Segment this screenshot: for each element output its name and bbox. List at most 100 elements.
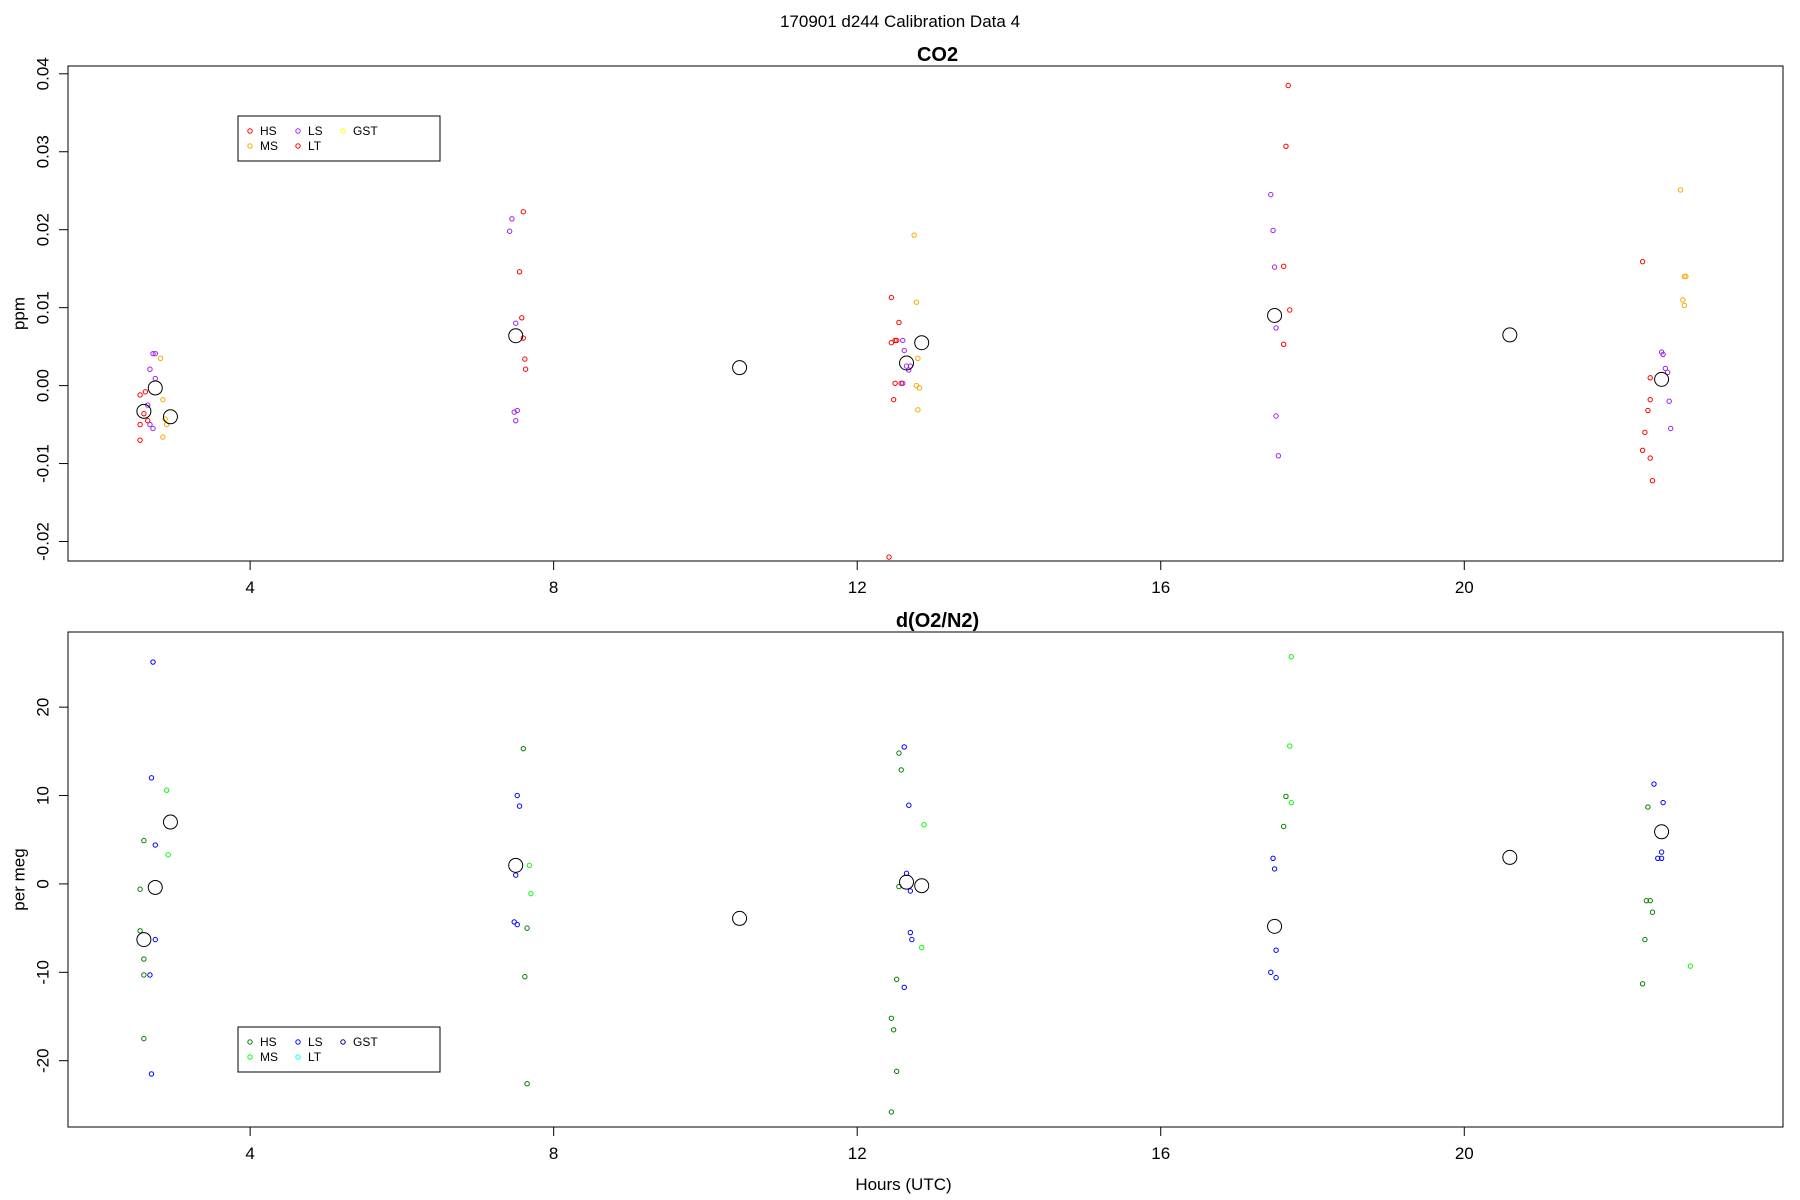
o2n2-data-point <box>1655 855 1661 861</box>
o2n2-data-point <box>147 972 153 978</box>
o2n2-data-point <box>141 837 147 844</box>
co2-data-point <box>893 337 900 344</box>
co2-data-point <box>1647 396 1653 403</box>
co2-data-point <box>160 434 166 440</box>
o2n2-data-point <box>1687 963 1694 969</box>
co2-legend-label: GST <box>353 124 378 138</box>
o2n2-data-point <box>137 928 143 934</box>
co2-y-tick-label: -0.01 <box>33 444 52 483</box>
o2n2-data-point <box>907 929 914 936</box>
o2n2-average-point <box>732 910 748 926</box>
co2-data-point <box>888 294 895 301</box>
co2-data-point <box>888 340 895 346</box>
o2n2-data-point <box>893 976 900 983</box>
o2n2-x-tick-label: 8 <box>549 1144 558 1163</box>
co2-data-point <box>1667 425 1674 432</box>
o2n2-data-point <box>1647 898 1653 904</box>
co2-legend-marker <box>295 143 301 149</box>
co2-data-point <box>1649 478 1656 484</box>
o2n2-data-point <box>516 803 523 809</box>
o2n2-y-tick-label: 10 <box>33 786 52 805</box>
co2-data-point <box>903 363 910 369</box>
o2n2-average-point <box>899 874 915 890</box>
co2-data-point <box>915 355 921 362</box>
co2-x-tick-label: 16 <box>1151 578 1170 597</box>
co2-legend-marker <box>247 143 253 149</box>
o2n2-data-point <box>520 745 527 752</box>
co2-data-point <box>152 350 158 357</box>
co2-x-tick-label: 12 <box>848 578 867 597</box>
o2n2-y-tick-label: -10 <box>33 960 52 985</box>
o2n2-data-point <box>1649 909 1656 915</box>
co2-average-point <box>162 409 178 425</box>
co2-data-point <box>1639 258 1646 265</box>
o2n2-data-point <box>1642 936 1648 943</box>
o2n2-data-point <box>152 842 158 848</box>
o2n2-data-point <box>890 1027 897 1033</box>
co2-data-point <box>913 299 920 305</box>
co2-data-point <box>896 319 902 326</box>
o2n2-data-point <box>524 925 530 931</box>
co2-y-tick-label: -0.02 <box>33 522 52 561</box>
o2n2-data-point <box>1283 793 1289 800</box>
co2-average-point <box>508 328 524 344</box>
o2n2-data-point <box>1288 654 1294 660</box>
co2-data-point <box>1647 455 1653 461</box>
co2-average-point <box>1267 307 1283 323</box>
co2-legend-marker <box>295 128 301 134</box>
co2-data-point <box>892 380 898 386</box>
o2n2-data-point <box>906 802 912 808</box>
o2n2-data-point <box>514 792 520 799</box>
co2-plot-frame <box>67 65 1784 562</box>
co2-data-point <box>1680 297 1686 303</box>
co2-data-point <box>1273 413 1279 419</box>
co2-data-point <box>522 356 528 362</box>
o2n2-x-tick-label: 4 <box>245 1144 254 1163</box>
o2n2-legend-label: HS <box>260 1035 277 1049</box>
o2n2-data-point <box>1273 947 1279 953</box>
co2-data-point <box>890 396 897 403</box>
o2n2-legend-label: MS <box>260 1050 278 1064</box>
o2n2-data-point <box>141 1035 147 1042</box>
o2n2-data-point <box>898 767 904 773</box>
o2n2-title: d(O2/N2) <box>896 610 979 632</box>
co2-data-point <box>1681 302 1688 309</box>
co2-data-point <box>1270 227 1276 234</box>
co2-data-point <box>137 437 143 443</box>
o2n2-data-point <box>1271 866 1278 872</box>
o2n2-average-point <box>1267 918 1283 934</box>
co2-data-point <box>886 554 892 560</box>
o2n2-legend-marker <box>247 1054 253 1060</box>
co2-data-point <box>1660 351 1666 358</box>
co2-x-tick-label: 8 <box>549 578 558 597</box>
o2n2-legend-label: LT <box>308 1050 322 1064</box>
co2-data-point <box>160 396 166 403</box>
co2-data-point <box>1645 407 1651 414</box>
co2-data-point <box>152 375 158 382</box>
o2n2-average-point <box>147 879 163 895</box>
co2-data-point <box>1664 369 1671 376</box>
o2n2-x-tick-label: 12 <box>848 1144 867 1163</box>
o2n2-legend-marker <box>295 1039 301 1045</box>
o2n2-data-point <box>901 984 907 991</box>
co2-data-point <box>1639 447 1646 454</box>
o2n2-data-point <box>907 888 914 894</box>
o2n2-data-point <box>163 787 170 793</box>
co2-data-point <box>144 417 151 424</box>
o2n2-legend-marker <box>295 1054 301 1060</box>
o2n2-data-point <box>888 1109 895 1115</box>
o2n2-data-point <box>1643 898 1650 904</box>
co2-data-point <box>900 337 906 344</box>
o2n2-data-point <box>522 974 528 980</box>
o2n2-average-point <box>508 857 524 873</box>
co2-average-point <box>732 360 748 376</box>
o2n2-data-point <box>148 1071 155 1077</box>
co2-data-point <box>1662 365 1669 372</box>
co2-data-point <box>1647 375 1653 381</box>
o2n2-data-point <box>152 936 158 943</box>
co2-average-point <box>899 355 915 371</box>
co2-data-point <box>915 407 921 413</box>
